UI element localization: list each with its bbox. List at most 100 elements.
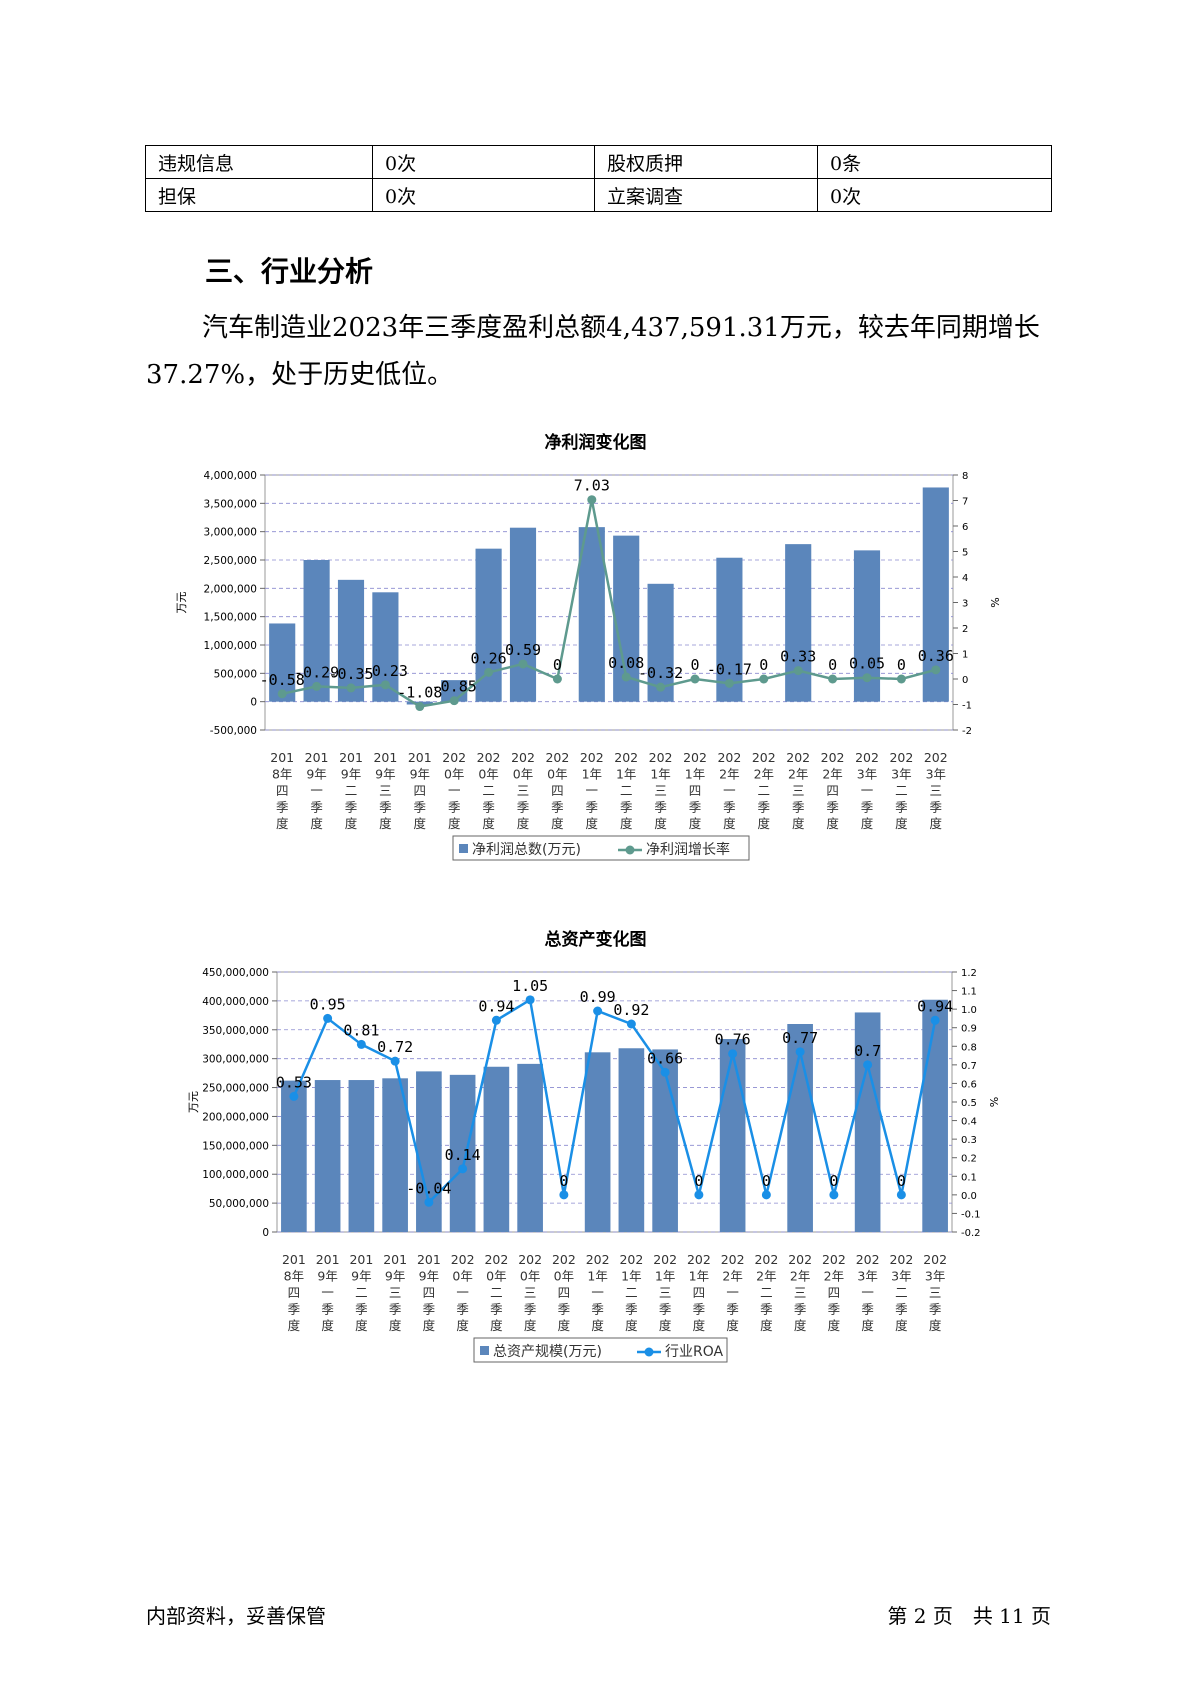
x-tick-label: 202 0年一季度 [442, 750, 466, 831]
line-point [346, 683, 356, 693]
x-tick-label: 202 3年二季度 [889, 750, 913, 831]
bar [314, 1080, 341, 1232]
bar [517, 1063, 543, 1232]
line-point [930, 1015, 940, 1025]
risk-info-table: 违规信息 0次 股权质押 0条 担保 0次 立案调查 0次 [145, 145, 1052, 212]
line-point [793, 666, 803, 676]
bar [509, 527, 537, 702]
bar [785, 544, 812, 702]
y-right-tick-label: 0.8 [961, 1042, 977, 1053]
table-cell: 0条 [817, 145, 1052, 179]
y-right-tick-label: -0.2 [961, 1228, 981, 1239]
data-label: 0.99 [580, 988, 616, 1006]
data-label: 0 [553, 656, 562, 674]
data-label: 0 [690, 656, 699, 674]
line-point [587, 495, 597, 505]
y-right-tick-label: -2 [962, 726, 972, 737]
bar [382, 1078, 408, 1232]
legend-line-marker [644, 1347, 654, 1357]
x-tick-label: 202 1年一季度 [580, 750, 604, 831]
line-point [424, 1197, 434, 1207]
y-right-tick-label: 0.3 [961, 1135, 977, 1146]
y-right-tick-label: 3 [962, 599, 968, 610]
y-right-tick-label: 7 [962, 497, 968, 508]
x-tick-label: 201 9年四季度 [408, 750, 432, 831]
legend-label: 行业ROA [665, 1344, 724, 1360]
table-row: 违规信息 0次 股权质押 0条 [145, 145, 1052, 179]
x-tick-label: 202 1年四季度 [683, 750, 707, 831]
x-tick-label: 202 0年三季度 [511, 750, 535, 831]
bar [269, 623, 296, 702]
legend-label: 总资产规模(万元) [493, 1344, 602, 1360]
bar [647, 583, 674, 702]
page-number: 第 2 页 共 11 页 [887, 1604, 1051, 1628]
line-point [728, 1049, 738, 1059]
y-right-tick-label: -1 [962, 701, 972, 712]
line-point [660, 1067, 670, 1077]
data-label: 0 [759, 656, 768, 674]
line-point [863, 1060, 873, 1070]
x-tick-label: 202 0年二季度 [484, 1252, 508, 1333]
table-cell: 0次 [817, 178, 1052, 212]
x-tick-label: 202 1年二季度 [614, 750, 638, 831]
x-tick-label: 202 2年四季度 [822, 1252, 846, 1333]
line-point [593, 1006, 603, 1016]
legend-bar-swatch [480, 1346, 489, 1355]
legend-line-marker [625, 845, 635, 855]
bar [787, 1024, 813, 1232]
data-label: 0.95 [310, 995, 346, 1013]
line-point [690, 674, 700, 684]
data-label: 0.53 [276, 1073, 312, 1091]
line-point [626, 1019, 636, 1029]
y-tick-label: 200,000,000 [202, 1111, 269, 1123]
line-point [380, 680, 390, 690]
x-tick-label: 202 0年一季度 [451, 1252, 475, 1333]
data-label: 0 [829, 1172, 838, 1190]
y-right-axis-title: % [987, 1097, 1000, 1107]
x-tick-label: 202 3年一季度 [855, 750, 879, 831]
data-label: 0.36 [918, 647, 954, 665]
x-tick-label: 202 3年三季度 [924, 750, 948, 831]
bar [483, 1066, 510, 1232]
y-right-tick-label: 1 [962, 650, 968, 661]
data-label: 0.94 [917, 997, 953, 1015]
data-label: 0.81 [343, 1021, 379, 1039]
line-point [656, 682, 666, 692]
line-point [277, 689, 287, 699]
x-tick-label: 201 8年四季度 [282, 1252, 306, 1333]
data-label: 0.14 [445, 1146, 481, 1164]
x-tick-label: 202 2年四季度 [821, 750, 845, 831]
legend-label: 净利润总数(万元) [472, 842, 581, 858]
line-point [621, 672, 631, 682]
data-label: -0.23 [363, 662, 408, 680]
line-point [491, 1015, 501, 1025]
x-tick-label: 202 0年四季度 [545, 750, 569, 831]
table-cell: 0次 [372, 178, 595, 212]
line-point [896, 674, 906, 684]
y-tick-label: 150,000,000 [202, 1140, 269, 1152]
table-cell: 0次 [372, 145, 595, 179]
data-label: 0.08 [608, 654, 644, 672]
section-title: 三、行业分析 [205, 255, 374, 288]
bar [854, 1012, 881, 1232]
line-point [323, 1013, 333, 1023]
data-label: 0.77 [782, 1029, 818, 1047]
data-label: -0.58 [260, 671, 305, 689]
data-label: 0 [694, 1172, 703, 1190]
x-tick-label: 202 2年三季度 [788, 1252, 812, 1333]
line-series [292, 997, 937, 1205]
line-point [484, 667, 494, 677]
line-point [312, 681, 322, 691]
x-tick-label: 201 9年二季度 [339, 750, 363, 831]
line-point [828, 674, 838, 684]
data-label: 0 [559, 1172, 568, 1190]
x-tick-label: 202 2年二季度 [752, 750, 776, 831]
line-point [829, 1190, 839, 1200]
data-label: 0.92 [613, 1001, 649, 1019]
y-tick-label: 2,000,000 [204, 583, 257, 595]
data-label: 1.05 [512, 977, 548, 995]
y-tick-label: 1,500,000 [204, 612, 257, 624]
y-axis-title: 万元 [175, 592, 188, 614]
data-label: 0 [897, 1172, 906, 1190]
x-tick-label: 202 0年二季度 [477, 750, 501, 831]
